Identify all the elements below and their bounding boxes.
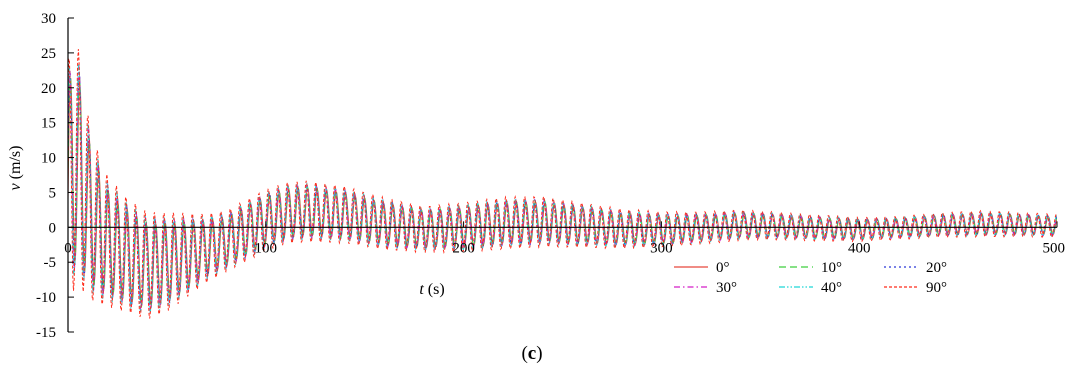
axes-layer — [67, 18, 1057, 332]
legend-label: 10° — [821, 260, 842, 276]
figure-caption: (c) — [521, 343, 542, 364]
y-tick-label: -15 — [36, 325, 56, 341]
x-tick-label: 100 — [255, 240, 278, 256]
caption-letter: c — [528, 343, 536, 364]
y-tick-label: 20 — [41, 81, 56, 97]
series-layer — [67, 49, 1058, 319]
legend-label: 20° — [926, 260, 947, 276]
legend-item: 0° — [674, 260, 730, 276]
series-line-1 — [67, 73, 1058, 309]
legend-label: 90° — [926, 280, 947, 296]
legend-label: 30° — [716, 280, 737, 296]
legend-item: 20° — [884, 260, 947, 276]
y-tick-label: 5 — [49, 185, 57, 201]
caption-close-paren: ) — [536, 343, 542, 364]
legend-item: 40° — [779, 280, 842, 296]
x-axis-variable: t — [419, 281, 424, 298]
legend: 0° 10° 20° 30° 40° 90° — [674, 260, 947, 296]
x-tick-label: 500 — [1043, 240, 1065, 256]
y-tick-label: -5 — [44, 255, 57, 271]
y-axis-unit: (m/s) — [7, 146, 24, 184]
x-tick-label: 200 — [452, 240, 475, 256]
x-axis-unit: (s) — [424, 281, 445, 298]
legend-label: 40° — [821, 280, 842, 296]
x-axis-label: t (s) — [419, 281, 444, 298]
x-tick-label: 300 — [650, 240, 673, 256]
y-axis-label: v (m/s) — [7, 146, 24, 191]
x-tick-label: 0 — [64, 240, 72, 256]
legend-label: 0° — [716, 260, 730, 276]
legend-item: 10° — [779, 260, 842, 276]
y-tick-label: 0 — [49, 220, 57, 236]
caption-open-paren: ( — [521, 343, 527, 364]
series-line-5 — [67, 49, 1057, 319]
legend-item: 30° — [674, 280, 737, 296]
x-tick-label: 400 — [848, 240, 871, 256]
y-tick-label: -10 — [36, 290, 56, 306]
y-tick-label: 30 — [41, 11, 56, 27]
y-tick-label: 10 — [41, 151, 56, 167]
y-tick-label: 15 — [41, 116, 56, 132]
legend-item: 90° — [884, 280, 947, 296]
y-tick-label: 25 — [41, 46, 56, 62]
y-axis-variable: v — [7, 182, 24, 190]
